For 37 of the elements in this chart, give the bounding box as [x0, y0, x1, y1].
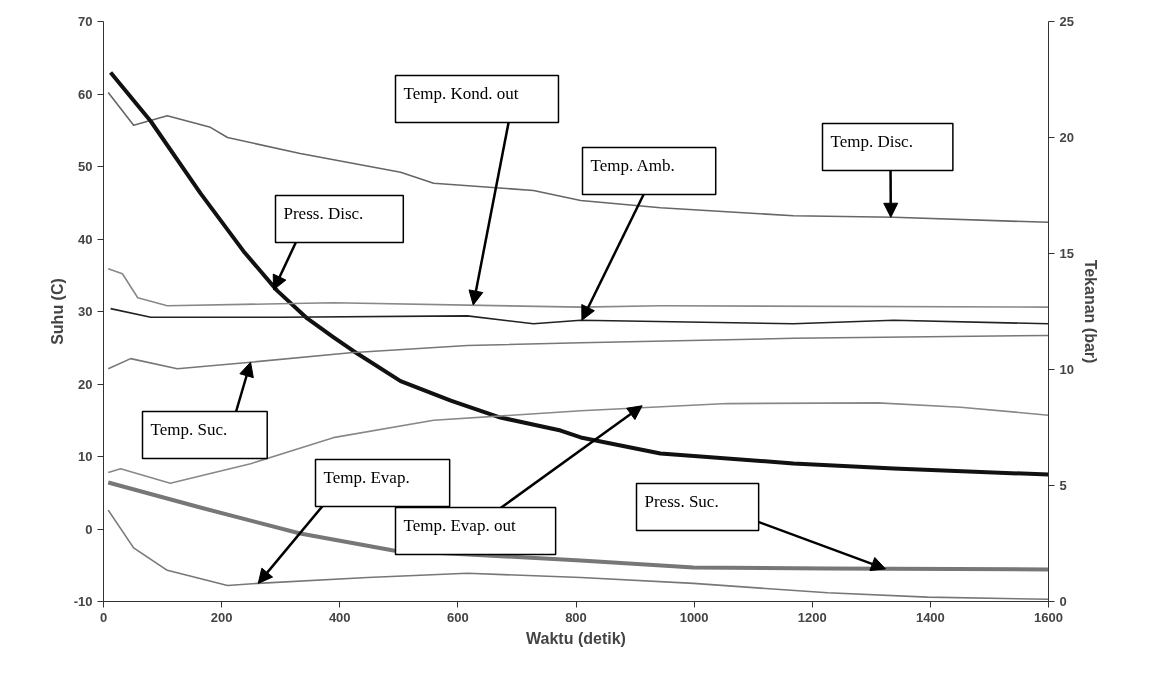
y-tick-label: 10	[78, 449, 93, 464]
y2-tick-label: 5	[1059, 478, 1067, 493]
y2-axis-title: Tekanan (bar)	[1081, 259, 1099, 364]
y-tick-label: 20	[78, 376, 93, 392]
annotation: Temp. Evap.	[323, 467, 410, 487]
annotation: Temp. Evap. out	[403, 515, 516, 535]
annotation: Temp. Kond. out	[403, 83, 519, 103]
y-tick-label: 60	[78, 86, 93, 102]
y2-tick-label: 15	[1059, 246, 1074, 261]
x-tick-label: 1200	[797, 609, 827, 625]
annotation: Temp. Amb.	[590, 155, 675, 175]
y-tick-label: 30	[78, 304, 93, 319]
x-tick-label: 1000	[679, 609, 709, 625]
y-tick-label: 70	[78, 14, 93, 29]
line-series	[107, 402, 1049, 485]
x-tick-label: 800	[565, 609, 587, 625]
y-tick-label: 50	[78, 159, 93, 174]
x-tick-label: 1600	[1034, 609, 1063, 625]
annotation: Press. Disc.	[283, 203, 364, 223]
x-tick-label: 0	[99, 609, 108, 625]
line-series	[107, 509, 1049, 601]
annotation: Temp. Disc.	[830, 131, 913, 151]
x-axis-title: Waktu (detik)	[526, 629, 626, 647]
y2-tick-label: 20	[1059, 130, 1074, 145]
y-axis-title: Suhu (C)	[48, 278, 66, 345]
x-tick-label: 400	[328, 609, 351, 625]
y-tick-label: -10	[73, 594, 93, 609]
x-tick-label: 200	[210, 609, 233, 625]
annotation: Temp. Suc.	[150, 419, 228, 439]
y-tick-label: 0	[85, 521, 93, 537]
y2-tick-label: 10	[1059, 362, 1074, 377]
y2-tick-label: 0	[1059, 594, 1067, 609]
x-tick-label: 600	[447, 609, 469, 625]
x-tick-label: 1400	[915, 609, 945, 625]
y-tick-label: 40	[78, 231, 93, 247]
y2-tick-label: 25	[1059, 14, 1074, 29]
annotation: Press. Suc.	[644, 491, 719, 511]
